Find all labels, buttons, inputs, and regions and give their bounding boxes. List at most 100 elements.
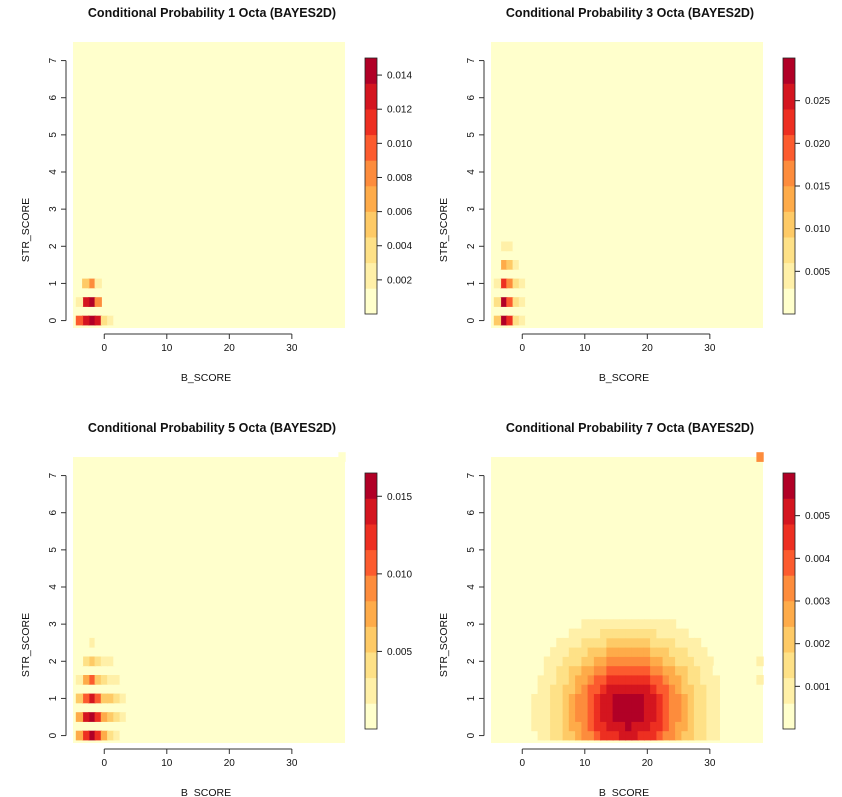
heatmap-cell — [687, 730, 695, 741]
heatmap-cell — [625, 684, 633, 694]
heatmap-cell — [681, 656, 689, 667]
heatmap-cell — [631, 721, 639, 732]
heatmap-cell — [537, 721, 545, 732]
colorbar-swatch — [783, 473, 795, 499]
heatmap-cell — [537, 702, 545, 713]
heatmap-cell — [625, 721, 633, 732]
heatmap-cell — [575, 628, 583, 639]
heatmap-cell — [650, 693, 658, 704]
chart-title: Conditional Probability 7 Octa (BAYES2D) — [506, 421, 754, 435]
y-axis-label: STR_SCORE — [20, 613, 32, 677]
heatmap-cell — [693, 730, 702, 741]
colorbar-swatch — [783, 677, 795, 704]
y-tick-label: 1 — [466, 280, 477, 286]
y-tick-label: 0 — [466, 732, 477, 738]
heatmap-cell — [606, 712, 614, 722]
heatmap-cell — [656, 693, 664, 704]
heatmap-cell — [556, 656, 564, 667]
colorbar-swatch — [365, 262, 377, 289]
heatmap-cell — [693, 647, 702, 657]
heatmap-cell — [600, 712, 608, 722]
heatmap-cell — [650, 656, 658, 667]
heatmap-cell — [506, 278, 514, 289]
heatmap-cell — [75, 297, 84, 307]
chart-title: Conditional Probability 3 Octa (BAYES2D) — [506, 6, 754, 20]
heatmap-cell — [693, 712, 702, 722]
heatmap-cell — [681, 628, 689, 639]
heatmap-cell — [543, 693, 552, 704]
heatmap-cell — [581, 656, 589, 667]
y-tick-label: 2 — [466, 243, 477, 249]
heatmap-cell — [631, 684, 639, 694]
heatmap-cell — [562, 675, 570, 685]
heatmap-cell — [637, 684, 645, 694]
heatmap-cell — [712, 675, 720, 685]
heatmap-cell — [600, 702, 608, 713]
heatmap-cell — [568, 628, 577, 639]
heatmap-cell — [606, 730, 614, 741]
heatmap-cell — [706, 712, 714, 722]
heatmap-cell — [650, 712, 658, 722]
heatmap-cell — [662, 730, 670, 741]
y-tick-label: 4 — [466, 169, 477, 175]
heatmap-cell — [94, 278, 102, 289]
colorbar-swatch — [365, 237, 377, 264]
heatmap-cell — [693, 637, 702, 648]
heatmap-cell — [693, 702, 702, 713]
heatmap-cell — [643, 730, 652, 741]
heatmap-cell — [94, 693, 102, 704]
heatmap-cell — [643, 656, 652, 667]
colorbar-swatch — [365, 524, 377, 551]
heatmap-cell — [550, 656, 558, 667]
heatmap-cell — [100, 693, 109, 704]
heatmap-cell — [662, 712, 670, 722]
heatmap-cell — [82, 730, 90, 741]
heatmap-cell — [712, 665, 720, 676]
heatmap-cell — [712, 693, 720, 704]
heatmap-cell — [525, 297, 533, 307]
heatmap-cell — [637, 656, 645, 667]
heatmap-cell — [88, 297, 96, 307]
heatmap-cell — [550, 647, 558, 657]
heatmap-cell — [581, 675, 589, 685]
heatmap-cell — [82, 693, 90, 704]
chart-title: Conditional Probability 5 Octa (BAYES2D) — [88, 421, 336, 435]
heatmap-cell — [662, 684, 670, 694]
heatmap-cell — [75, 693, 84, 704]
heatmap-cell — [687, 665, 695, 676]
heatmap-cell — [157, 675, 165, 685]
heatmap-cell — [625, 730, 633, 741]
heatmap-cell — [700, 730, 708, 741]
colorbar-swatch — [783, 575, 795, 602]
heatmap-cell — [625, 665, 633, 676]
heatmap-cell — [650, 721, 658, 732]
colorbar-swatch — [365, 575, 377, 602]
heatmap-cell — [656, 628, 664, 639]
y-tick-label: 5 — [48, 547, 59, 553]
heatmap-cell — [531, 721, 539, 732]
heatmap-cell — [687, 693, 695, 704]
heatmap-cell — [612, 637, 620, 648]
heatmap-cell — [550, 730, 558, 741]
colorbar-tick-label: 0.004 — [387, 241, 412, 252]
heatmap-cell — [556, 684, 564, 694]
chart-title: Conditional Probability 1 Octa (BAYES2D) — [88, 6, 336, 20]
heatmap-cell — [338, 452, 346, 462]
heatmap-cell — [587, 684, 595, 694]
heatmap-cell — [556, 665, 564, 676]
heatmap-cell — [581, 702, 589, 713]
heatmap-cell — [593, 675, 602, 685]
heatmap-cell — [625, 675, 633, 685]
panel-3: Conditional Probability 5 Octa (BAYES2D)… — [20, 421, 412, 797]
heatmap-cell — [500, 315, 508, 326]
y-tick-label: 6 — [466, 94, 477, 100]
heatmap-cell — [625, 619, 633, 629]
heatmap-cell — [562, 665, 570, 676]
heatmap-cell — [581, 628, 589, 639]
y-tick-label: 5 — [48, 132, 59, 138]
heatmap-cell — [562, 656, 570, 667]
x-tick-label: 30 — [704, 343, 716, 354]
heatmap-cell — [668, 628, 677, 639]
colorbar-swatch — [365, 83, 377, 110]
heatmap-cell — [687, 637, 695, 648]
